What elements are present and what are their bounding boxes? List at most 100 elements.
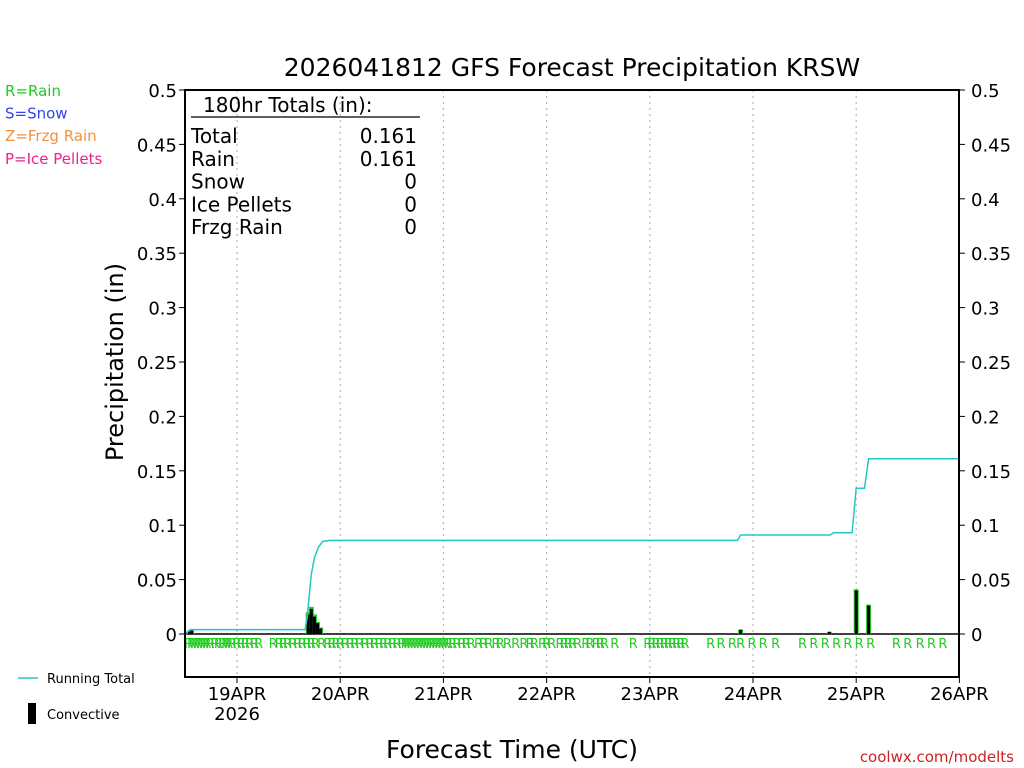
- running-total-line: [184, 458, 960, 635]
- precip-type-marker: R: [346, 637, 355, 652]
- precip-type-marker: R: [224, 637, 233, 652]
- precip-type-marker: R: [214, 637, 223, 652]
- precip-type-marker: R: [716, 637, 725, 652]
- totals-row-label: Rain: [191, 147, 235, 171]
- precip-type-marker: R: [728, 637, 737, 652]
- precip-type-marker: R: [759, 637, 768, 652]
- y-tick-label-right: 0.3: [971, 299, 1000, 320]
- y-tick-label-left: 0.3: [148, 299, 177, 320]
- precip-type-marker: R: [444, 637, 453, 652]
- precip-type-marker: R: [245, 637, 254, 652]
- precip-type-marker: R: [474, 637, 483, 652]
- precip-type-marker: R: [547, 637, 556, 652]
- precip-type-marker: R: [293, 637, 302, 652]
- precip-type-marker: R: [227, 637, 236, 652]
- totals-rows: Total 0.161 Rain 0.161 Snow 0 Ice Pellets 0 Frzg…: [190, 124, 417, 239]
- totals-row-value: 0.161: [360, 124, 417, 148]
- series-legend: Running Total Convective: [18, 672, 135, 724]
- convective-bar: [867, 605, 871, 634]
- precip-type-marker: R: [581, 637, 590, 652]
- precip-type-marker: R: [429, 637, 438, 652]
- y-tick-label-left: 0.2: [148, 407, 177, 428]
- precip-type-marker: R: [350, 637, 359, 652]
- precip-type-marker: R: [747, 637, 756, 652]
- precip-type-marker: R: [410, 637, 419, 652]
- precip-type-marker: R: [798, 637, 807, 652]
- y-tick-label-left: 0.25: [137, 353, 177, 374]
- totals-heading: 180hr Totals (in):: [203, 93, 373, 117]
- y-tick-label-right: 0.05: [971, 571, 1011, 592]
- precip-type-marker: R: [771, 637, 780, 652]
- precip-type-marker: R: [832, 637, 841, 652]
- precip-type-marker: R: [511, 637, 520, 652]
- precip-type-marker: R: [199, 637, 208, 652]
- y-tick-label-right: 0: [971, 625, 982, 646]
- precip-type-marker: R: [706, 637, 715, 652]
- precip-type-marker: R: [237, 637, 246, 652]
- convective-bar: [190, 630, 194, 634]
- precip-type-marker: R: [283, 637, 292, 652]
- precip-type-marker: R: [680, 637, 689, 652]
- precip-type-marker: R: [379, 637, 388, 652]
- precip-type-marker: R: [398, 637, 407, 652]
- precip-type-marker: R: [269, 637, 278, 652]
- precip-type-marker: R: [211, 637, 220, 652]
- precip-type-marker: R: [196, 637, 205, 652]
- precip-type-marker: R: [503, 637, 512, 652]
- totals-row-value: 0: [404, 192, 417, 216]
- y-tick-label-left: 0.15: [137, 462, 177, 483]
- plot-frame: [184, 89, 960, 678]
- precip-type-marker: R: [448, 637, 457, 652]
- precip-type-marker: R: [203, 637, 212, 652]
- precip-type-marker: R: [432, 637, 441, 652]
- precip-type-marker: R: [193, 637, 202, 652]
- precip-type-marker: R: [916, 637, 925, 652]
- precip-type-marker: R: [288, 637, 297, 652]
- y-tick-label-right: 0.5: [971, 81, 1000, 102]
- precip-type-marker: R: [221, 637, 230, 652]
- y-tick-label-left: 0.35: [137, 244, 177, 265]
- precip-type-marker: R: [311, 637, 320, 652]
- x-tick-label: 19APR: [208, 684, 267, 705]
- convective-bar: [312, 616, 316, 634]
- totals-row-label: Ice Pellets: [191, 192, 292, 216]
- convective-bar: [306, 614, 310, 634]
- precip-type-legend-item: R=Rain: [5, 82, 61, 100]
- precip-type-marker: R: [218, 637, 227, 652]
- precip-type-marker: R: [303, 637, 312, 652]
- y-tick-label-left: 0.4: [148, 190, 177, 211]
- y-tick-label-right: 0.1: [971, 516, 1000, 537]
- precip-type-marker: R: [560, 637, 569, 652]
- precip-type-marker: R: [370, 637, 379, 652]
- precip-type-marker: R: [821, 637, 830, 652]
- precip-type-marker: R: [484, 637, 493, 652]
- precip-type-marker: R: [187, 637, 196, 652]
- precip-type-marker: R: [388, 637, 397, 652]
- precip-type-marker: R: [656, 637, 665, 652]
- precip-type-marker: R: [404, 637, 413, 652]
- precip-type-legend: R=Rain S=Snow Z=Frzg Rain P=Ice Pellets: [5, 82, 102, 168]
- convective-bar: [739, 629, 743, 634]
- precip-type-marker: R: [564, 637, 573, 652]
- precip-type-marker: R: [419, 637, 428, 652]
- precip-type-marker: R: [676, 637, 685, 652]
- precip-type-marker: R: [279, 637, 288, 652]
- legend-label: Running Total: [47, 672, 135, 687]
- precip-type-marker: R: [341, 637, 350, 652]
- precip-type-marker: R: [355, 637, 364, 652]
- precip-type-marker: R: [568, 637, 577, 652]
- x-tick-label: 25APR: [827, 684, 886, 705]
- precip-type-marker: R: [479, 637, 488, 652]
- precip-type-marker: R: [600, 637, 609, 652]
- precip-type-marker: R: [241, 637, 250, 652]
- precip-type-marker: R: [736, 637, 745, 652]
- precip-type-marker: R: [596, 637, 605, 652]
- totals-row-label: Snow: [191, 170, 245, 194]
- precip-type-marker: R: [668, 637, 677, 652]
- precip-type-marker: R: [206, 637, 215, 652]
- convective-bar: [854, 590, 858, 634]
- precip-type-marker: R: [610, 637, 619, 652]
- y-tick-label-right: 0.2: [971, 407, 1000, 428]
